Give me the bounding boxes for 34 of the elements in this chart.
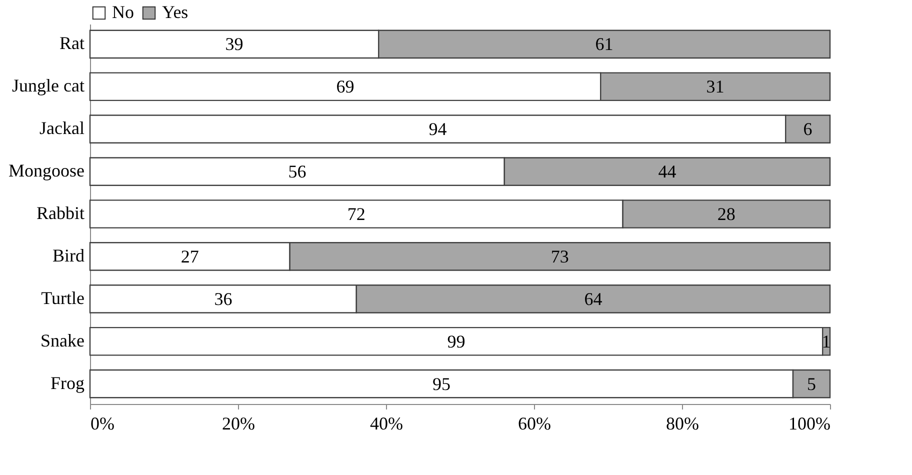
data-label: 61 [595, 34, 614, 54]
data-label: 31 [706, 76, 724, 97]
data-label: 73 [550, 246, 569, 266]
y-tick-label: Jackal [40, 118, 84, 138]
legend-label: Yes [162, 2, 188, 22]
y-tick-label: Snake [40, 330, 84, 350]
y-tick-label: Turtle [41, 288, 84, 308]
data-label: 44 [658, 162, 676, 182]
data-label: 94 [428, 119, 447, 140]
data-label: 39 [225, 34, 244, 54]
data-label: 69 [336, 76, 354, 97]
data-label: 99 [447, 331, 466, 352]
data-label: 5 [807, 374, 816, 394]
x-tick-label: 0% [90, 414, 114, 434]
y-tick-label: Rat [60, 33, 84, 54]
data-label: 27 [180, 246, 199, 266]
data-label: 28 [717, 204, 736, 224]
data-label: 6 [803, 119, 812, 140]
data-label: 95 [432, 374, 450, 394]
y-tick-label: Jungle cat [12, 76, 84, 96]
y-tick-label: Bird [52, 245, 84, 266]
x-tick-label: 20% [222, 414, 255, 434]
data-label: 72 [347, 204, 366, 224]
y-tick-label: Mongoose [8, 160, 85, 181]
x-tick-label: 80% [666, 414, 699, 434]
data-label: 56 [288, 162, 306, 182]
y-tick-label: Frog [50, 372, 84, 393]
data-label: 64 [584, 288, 602, 309]
x-tick-label: 40% [370, 414, 403, 434]
data-label: 36 [214, 288, 232, 309]
x-tick-label: 100% [788, 414, 830, 434]
x-tick-label: 60% [518, 414, 551, 434]
y-tick-label: Rabbit [36, 203, 84, 223]
legend-label: No [112, 2, 134, 22]
